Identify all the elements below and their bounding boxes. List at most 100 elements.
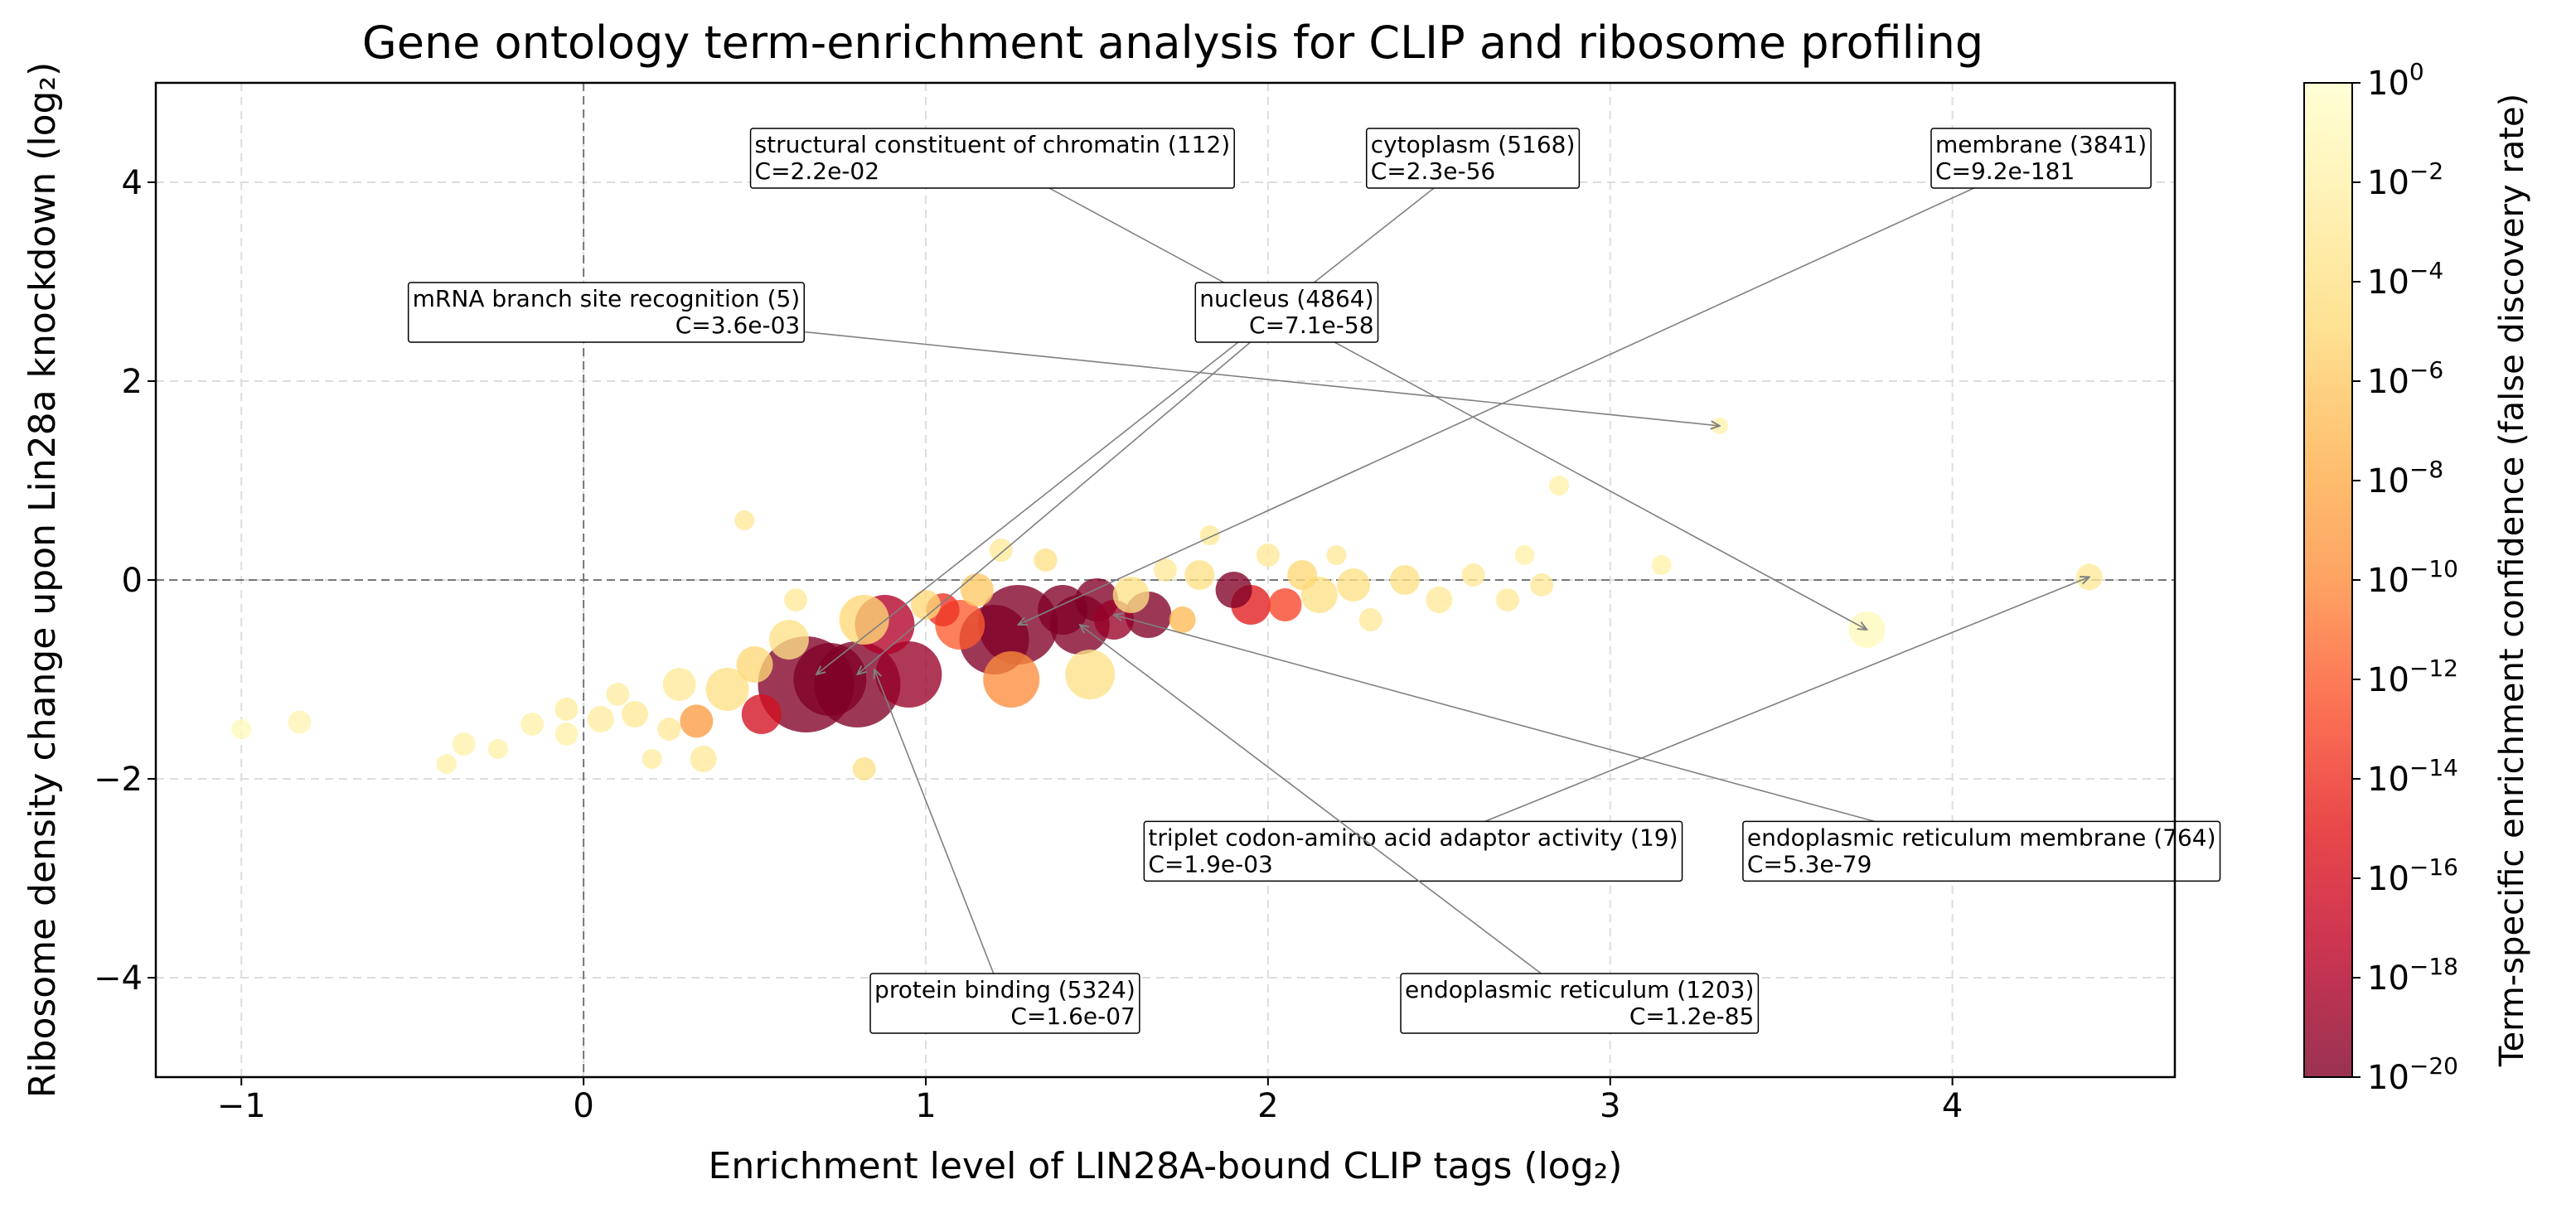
colorbar-tick-label-7: 10−14: [2367, 754, 2458, 799]
colorbar-tick-label-8: 10−16: [2367, 853, 2458, 898]
data-points: [231, 418, 2103, 780]
annotation-4: nucleus (4864)C=7.1e-58: [857, 282, 1379, 674]
colorbar-tick-label-5: 10−10: [2367, 555, 2458, 600]
colorbar-tick-label-4: 10−8: [2367, 456, 2443, 500]
annotation-box-7: [869, 973, 1140, 1034]
data-point-61: [1495, 588, 1519, 611]
data-point-14: [680, 704, 714, 738]
x-tick-label-4: 3: [1600, 1087, 1620, 1125]
annotation-confidence-2: C=9.2e-181: [1935, 157, 2075, 185]
data-point-19: [741, 694, 782, 734]
annotation-arrow-5: [1412, 577, 2089, 852]
data-point-17: [734, 510, 755, 530]
data-point-32: [960, 573, 994, 606]
data-point-48: [1199, 525, 1220, 545]
data-point-51: [1256, 544, 1280, 567]
chart-title: Gene ontology term-enrichment analysis f…: [362, 17, 1983, 69]
annotation-arrow-7: [874, 669, 1006, 1003]
annotation-arrow-4: [857, 311, 1287, 674]
annotation-confidence-3: C=3.6e-03: [675, 312, 801, 339]
data-point-6: [554, 698, 579, 721]
colorbar-ticks: 100 10−2 10−4 10−6 10−8 10−10 10−12 10−14 10−16 1…: [2352, 58, 2458, 1097]
data-point-20: [768, 620, 809, 660]
annotation-box-3: [407, 282, 805, 343]
data-point-35: [983, 651, 1040, 708]
data-point-8: [587, 706, 614, 732]
data-point-60: [1461, 563, 1485, 587]
annotation-3: mRNA branch site recognition (5)C=3.6e-0…: [407, 282, 1720, 426]
y-tick-label-4: 4: [122, 164, 143, 202]
data-point-55: [1326, 545, 1347, 565]
data-point-2: [436, 754, 457, 774]
annotation-box-4: [1194, 282, 1379, 343]
x-axis-ticks: −1 0 1 2 3 4: [217, 1077, 1963, 1125]
data-point-16: [705, 668, 749, 711]
data-point-10: [622, 701, 649, 727]
annotation-box-0: [749, 128, 1235, 189]
data-point-34: [989, 539, 1013, 562]
annotation-label-5: triplet codon-amino acid adaptor activit…: [1148, 824, 1678, 851]
x-tick-label-2: 1: [915, 1087, 936, 1125]
colorbar-tick-label-0: 100: [2367, 58, 2424, 103]
annotation-2: membrane (3841)C=9.2e-181: [1018, 128, 2152, 625]
x-tick-label-0: −1: [217, 1087, 266, 1125]
annotation-label-3: mRNA branch site recognition (5): [413, 285, 801, 312]
data-point-3: [452, 732, 476, 756]
annotation-confidence-6: C=5.3e-79: [1747, 850, 1872, 877]
data-point-15: [690, 746, 717, 772]
annotation-confidence-4: C=7.1e-58: [1249, 312, 1374, 339]
data-point-38: [1038, 585, 1088, 635]
data-point-57: [1358, 608, 1382, 631]
data-point-26: [839, 595, 889, 645]
data-point-65: [1651, 555, 1672, 575]
data-point-58: [1390, 565, 1421, 595]
x-tick-label-5: 4: [1942, 1087, 1963, 1125]
data-point-21: [784, 588, 808, 611]
annotation-label-8: endoplasmic reticulum (1203): [1405, 976, 1754, 1003]
annotation-arrow-8: [1080, 625, 1581, 1003]
data-point-62: [1514, 545, 1535, 565]
annotation-box-2: [1930, 128, 2152, 189]
data-point-45: [1154, 558, 1177, 582]
data-point-25: [852, 757, 876, 780]
y-axis-label: Ribosome density change upon Lin28a knoc…: [22, 62, 64, 1099]
colorbar-tick-label-6: 10−12: [2367, 655, 2458, 699]
colorbar-tick-label-2: 10−4: [2367, 257, 2443, 302]
annotation-5: triplet codon-amino acid adaptor activit…: [1143, 577, 2089, 882]
data-point-46: [1169, 606, 1196, 633]
annotation-label-2: membrane (3841): [1935, 131, 2147, 158]
annotation-label-6: endoplasmic reticulum membrane (764): [1747, 824, 2216, 851]
annotation-0: structural constituent of chromatin (112…: [749, 128, 1867, 630]
colorbar-tick-label-1: 10−2: [2367, 157, 2443, 202]
y-tick-label-1: −2: [94, 761, 143, 799]
annotation-arrow-2: [1018, 157, 2041, 625]
data-point-37: [1034, 549, 1058, 572]
annotation-box-6: [1742, 820, 2221, 882]
annotation-8: endoplasmic reticulum (1203)C=1.2e-85: [1080, 625, 1760, 1034]
annotation-6: endoplasmic reticulum membrane (764)C=5.…: [1114, 615, 2221, 882]
data-point-12: [657, 718, 681, 741]
colorbar: [2303, 82, 2353, 1078]
y-tick-label-3: 2: [122, 363, 143, 401]
annotation-arrow-6: [1114, 615, 1982, 852]
colorbar-label: Term-specific enrichment confidence (fal…: [2493, 94, 2531, 1067]
data-point-11: [642, 749, 662, 769]
annotation-confidence-7: C=1.6e-07: [1010, 1003, 1135, 1030]
data-point-29: [910, 590, 941, 620]
annotation-7: protein binding (5324)C=1.6e-07: [869, 669, 1140, 1034]
data-point-23: [793, 643, 867, 716]
data-point-56: [1337, 568, 1371, 602]
annotations: structural constituent of chromatin (112…: [407, 128, 2221, 1034]
annotation-label-0: structural constituent of chromatin (112…: [755, 131, 1231, 158]
data-point-9: [606, 683, 630, 706]
y-axis-ticks: −4 −2 0 2 4: [94, 164, 156, 998]
data-point-13: [662, 668, 696, 701]
data-point-28: [875, 641, 942, 708]
data-point-43: [1112, 577, 1150, 613]
colorbar-tick-label-10: 10−20: [2367, 1052, 2458, 1097]
annotation-label-7: protein binding (5324): [874, 976, 1135, 1003]
data-point-7: [554, 722, 579, 746]
data-point-63: [1530, 573, 1554, 597]
annotation-box-8: [1400, 973, 1760, 1034]
